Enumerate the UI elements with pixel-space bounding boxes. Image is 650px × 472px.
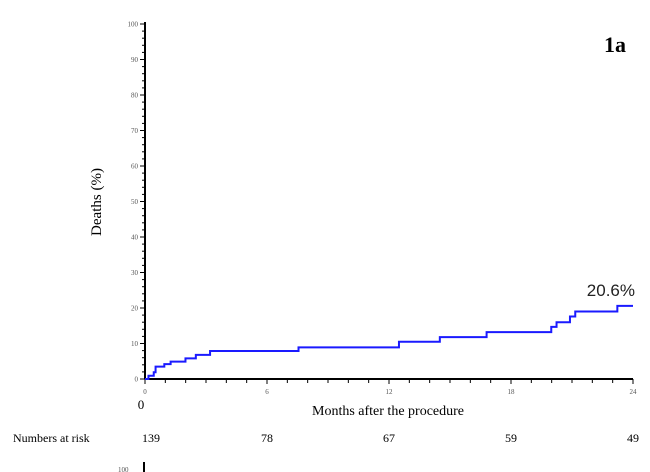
risk-count: 139 <box>142 431 160 445</box>
x-tick-label: 0 <box>143 388 147 396</box>
risk-table: 139 78 67 59 49 <box>142 431 639 445</box>
y-tick-label: 10 <box>131 340 139 348</box>
y-tick-label: 30 <box>131 269 139 277</box>
y-tick-label: 20 <box>131 305 139 313</box>
y-tick-label: 100 <box>128 21 139 29</box>
next-panel-tick: 100 <box>118 466 129 472</box>
x-tick-label: 18 <box>508 388 516 396</box>
risk-count: 67 <box>383 431 395 445</box>
risk-table-label: Numbers at risk <box>13 431 90 445</box>
y-tick-label: 40 <box>131 234 139 242</box>
x-tick-label: 12 <box>386 388 394 396</box>
panel-label: 1a <box>604 32 626 57</box>
y-tick-label: 90 <box>131 56 139 64</box>
y-tick-label: 0 <box>135 376 139 384</box>
risk-count: 78 <box>261 431 273 445</box>
axes: 0 10 20 30 40 50 60 70 80 90 100 0 6 12 18 24 0 <box>128 21 638 413</box>
risk-count: 59 <box>505 431 517 445</box>
y-tick-label: 70 <box>131 127 139 135</box>
x-origin-label: 0 <box>138 397 145 412</box>
annotation-final-value: 20.6% <box>587 281 635 300</box>
y-tick-label: 50 <box>131 198 139 206</box>
y-tick-label: 80 <box>131 92 139 100</box>
x-tick-label: 24 <box>630 388 638 396</box>
x-tick-label: 6 <box>265 388 269 396</box>
series-line-deaths <box>145 304 633 380</box>
risk-count: 49 <box>627 431 639 445</box>
y-axis-label: Deaths (%) <box>89 168 105 236</box>
y-tick-label: 60 <box>131 163 139 171</box>
x-axis-label: Months after the procedure <box>312 404 464 419</box>
